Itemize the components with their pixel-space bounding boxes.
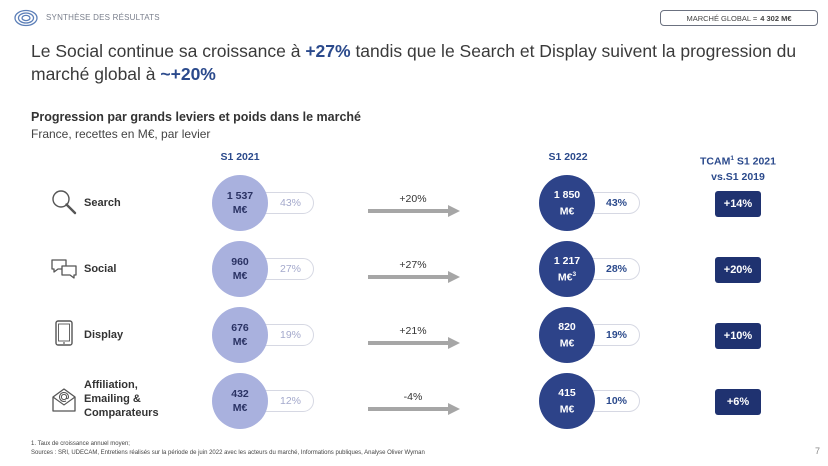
growth-value: +20%: [399, 193, 427, 205]
lever-label-line: Comparateurs: [84, 407, 159, 419]
magnifier-icon: [52, 190, 77, 215]
growth-arrow-icon: [368, 205, 460, 217]
value-2021: 676: [231, 322, 249, 334]
value-2021-circle: 676 M€: [212, 307, 268, 363]
share-2021-value: 12%: [279, 395, 301, 407]
value-2022-unit: M€3: [558, 268, 576, 285]
value-2022: 1 850: [553, 188, 581, 201]
footnote-1: 1. Taux de croissance annuel moyen;: [31, 441, 130, 447]
headline-text-1: Le Social continue sa croissance à: [31, 41, 306, 61]
chat-bubbles-icon: [51, 259, 77, 279]
lever-label: Social: [84, 263, 117, 275]
tcam-header-text: TCAM: [700, 155, 731, 168]
value-2022-footnote-ref: 3: [572, 270, 577, 278]
tcam-badge: +6%: [715, 389, 761, 415]
tcam-header-comparison: vs.S1 2019: [711, 170, 765, 183]
share-2021-value: 19%: [279, 329, 301, 341]
value-2022-unit-text: M€: [559, 403, 575, 416]
page-title: Le Social continue sa croissance à +27% …: [31, 40, 811, 86]
section-label: SYNTHÈSE DES RÉSULTATS: [46, 13, 160, 22]
value-2021-unit: M€: [232, 402, 248, 414]
value-2021: 432: [231, 388, 249, 400]
market-global-label: MARCHÉ GLOBAL =: [686, 13, 758, 23]
value-2022-unit: M€: [560, 334, 575, 351]
lever-label: Display: [84, 329, 124, 341]
share-2022-value: 19%: [605, 329, 627, 341]
value-2022-circle: 1 217 M€3: [539, 241, 595, 297]
share-2021-value: 27%: [279, 263, 301, 275]
column-header-tcam: TCAM1 S1 2021 vs.S1 2019: [688, 151, 788, 185]
column-header-s1-2021: S1 2021: [220, 151, 260, 163]
tcam-header-footnote-ref: 1: [730, 155, 734, 162]
market-global-value: 4 302 M€: [760, 13, 792, 23]
value-2022-unit-text: M€: [559, 337, 575, 350]
value-2021: 1 537: [226, 190, 254, 202]
headline-highlight-1: +27%: [305, 41, 351, 61]
headline-text-2: tandis que le Search et Display suivent …: [31, 41, 797, 84]
share-2022-value: 28%: [605, 263, 627, 275]
envelope-at-icon: [52, 388, 76, 412]
value-2021-unit: M€: [232, 336, 248, 348]
lever-row-affiliation: Affiliation, Emailing & Comparateurs 12%…: [0, 372, 828, 438]
value-2022: 820: [558, 320, 576, 333]
value-2022-unit-text: M€: [557, 271, 573, 284]
column-header-s1-2022: S1 2022: [548, 151, 588, 163]
share-2021-value: 43%: [279, 197, 301, 209]
tcam-header-period: S1 2021: [733, 155, 776, 168]
share-2022-value: 43%: [605, 197, 627, 209]
tablet-icon: [55, 320, 73, 346]
value-2021-circle: 960 M€: [212, 241, 268, 297]
logo-icon: [14, 9, 38, 27]
lever-label-line: Affiliation,: [84, 379, 138, 391]
growth-arrow-icon: [368, 403, 460, 415]
value-2021-unit: M€: [232, 204, 248, 216]
growth-value: +27%: [399, 259, 427, 271]
sources-note: Sources : SRI, UDECAM, Entretiens réalis…: [31, 450, 425, 456]
value-2022: 1 217: [553, 254, 581, 267]
tcam-badge: +14%: [715, 191, 761, 217]
tcam-badge: +10%: [715, 323, 761, 349]
tcam-badge: +20%: [715, 257, 761, 283]
lever-label-line: Emailing &: [84, 393, 141, 405]
lever-row-search: Search 43% 1 537 M€ +20% 43% 1 850 M€ +1…: [0, 174, 828, 240]
value-2022-circle: 820 M€: [539, 307, 595, 363]
headline-highlight-2: ~+20%: [160, 64, 216, 84]
growth-value: +21%: [399, 325, 427, 337]
value-2022-unit: M€: [560, 202, 575, 219]
market-global-badge: MARCHÉ GLOBAL = 4 302 M€: [660, 10, 818, 26]
growth-value: -4%: [403, 391, 423, 403]
share-2022-value: 10%: [605, 395, 627, 407]
value-2022-unit: M€: [560, 400, 575, 417]
lever-label: Affiliation, Emailing & Comparateurs: [84, 378, 159, 420]
growth-arrow-icon: [368, 337, 460, 349]
value-2021: 960: [231, 256, 249, 268]
page-number: 7: [814, 446, 820, 456]
lever-row-display: Display 19% 676 M€ +21% 19% 820 M€ +10%: [0, 306, 828, 372]
value-2022-circle: 1 850 M€: [539, 175, 595, 231]
chart-subtitle: Progression par grands leviers et poids …: [31, 110, 361, 124]
chart-caption: France, recettes en M€, par levier: [31, 127, 211, 141]
growth-arrow-icon: [368, 271, 460, 283]
value-2021-circle: 432 M€: [212, 373, 268, 429]
value-2022-circle: 415 M€: [539, 373, 595, 429]
lever-label: Search: [84, 197, 121, 209]
value-2021-unit: M€: [232, 270, 248, 282]
value-2021-circle: 1 537 M€: [212, 175, 268, 231]
lever-row-social: Social 27% 960 M€ +27% 28% 1 217 M€3 +20…: [0, 240, 828, 306]
value-2022: 415: [558, 386, 576, 399]
value-2022-unit-text: M€: [559, 205, 575, 218]
